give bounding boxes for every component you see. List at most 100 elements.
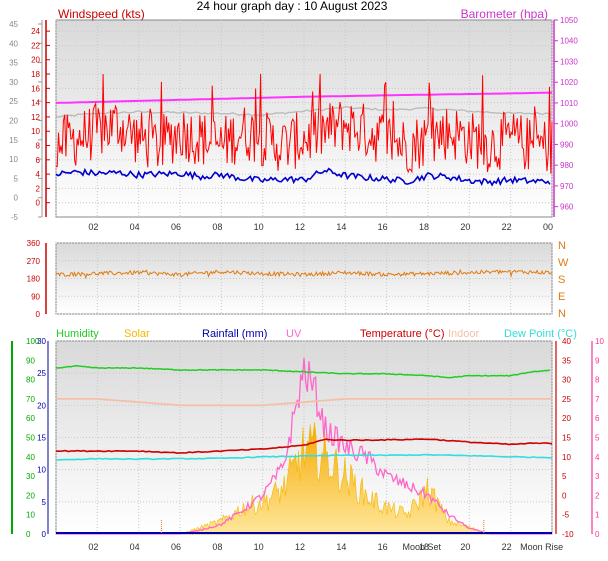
uv-tick-label: 7 (595, 395, 600, 404)
humidity-tick-label: 80 (26, 376, 35, 385)
x-tick-label: 20 (460, 222, 470, 232)
temp-panel-legend: Humidity Solar Rainfall (mm) UV Temperature … (56, 328, 577, 340)
x-tick-label: 22 (502, 222, 512, 232)
outer-tick-label: 10 (9, 155, 18, 164)
humidity-tick-label: 30 (26, 472, 35, 481)
temperature-line (55, 438, 553, 455)
x-tick-label: 06 (171, 222, 181, 232)
temp-tick-label: 35 (562, 356, 571, 365)
rain-tick-label: 0 (42, 530, 47, 539)
inner-tick-label: 14 (31, 99, 40, 108)
uv-tick-label: 10 (595, 337, 604, 346)
x-tick-label: 04 (130, 542, 140, 552)
windspeed-line (56, 73, 553, 174)
baro-tick-label: 1000 (560, 120, 578, 129)
inner-tick-label: 22 (31, 41, 40, 50)
humidity-tick-label: 100 (26, 337, 40, 346)
wind-panel-series (55, 73, 553, 187)
legend-label: Humidity (56, 328, 99, 340)
inner-tick-label: 12 (31, 113, 40, 122)
baro-tick-label: 1050 (560, 16, 578, 25)
uv-tick-label: 9 (595, 356, 600, 365)
temp-tick-label: 15 (562, 434, 571, 443)
direction-tick-label: 270 (27, 257, 41, 266)
direction-tick-label: 90 (31, 292, 40, 301)
temp-tick-label: 5 (562, 472, 567, 481)
wind-x-axis: 02 04 06 08 10 12 14 16 18 20 22 00 (88, 222, 553, 232)
x-tick-label: 10 (254, 222, 264, 232)
x-tick-label: 02 (88, 542, 98, 552)
humidity-tick-label: 50 (26, 434, 35, 443)
temp-panel-series (55, 357, 553, 535)
wind-direction-line (55, 268, 553, 280)
inner-tick-label: 24 (31, 27, 40, 36)
x-tick-label: 12 (295, 222, 305, 232)
temp-tick-label: -10 (562, 530, 574, 539)
moon-rise-label: Moon Rise (520, 542, 563, 552)
uv-tick-label: 3 (595, 472, 600, 481)
inner-tick-label: 8 (36, 142, 41, 151)
compass-tick-label: N (558, 240, 566, 252)
gust-line (55, 105, 553, 118)
baro-tick-label: 1030 (560, 57, 578, 66)
humidity-tick-label: 10 (26, 511, 35, 520)
legend-label: Rainfall (mm) (202, 328, 267, 340)
direction-left-axis: 0 90 180 270 360 (27, 239, 47, 319)
x-tick-label: 22 (502, 542, 512, 552)
outer-tick-label: 15 (9, 136, 18, 145)
uv-tick-label: 6 (595, 414, 600, 423)
dewpoint-line (55, 453, 553, 461)
outer-tick-label: 20 (9, 117, 18, 126)
baro-tick-label: 970 (560, 182, 574, 191)
x-tick-label: 16 (378, 222, 388, 232)
humidity-tick-label: 0 (26, 530, 31, 539)
rain-tick-label: 20 (37, 401, 46, 410)
x-tick-label: 08 (212, 222, 222, 232)
inner-tick-label: 20 (31, 56, 40, 65)
direction-tick-label: 360 (27, 239, 41, 248)
inner-tick-label: 4 (36, 170, 41, 179)
wind-panel-background (55, 19, 553, 218)
temp-tick-label: 10 (562, 453, 571, 462)
outer-tick-label: 30 (9, 78, 18, 87)
barometer-right-axis: 960 970 980 990 1000 1010 1020 1030 1040 1050 (553, 16, 578, 217)
temp-tick-label: -5 (562, 511, 570, 520)
legend-label: Indoor (448, 328, 480, 340)
uv-tick-label: 1 (595, 511, 600, 520)
uv-tick-label: 8 (595, 376, 600, 385)
rain-tick-label: 30 (37, 337, 46, 346)
x-tick-label: 16 (378, 542, 388, 552)
inner-tick-label: 6 (36, 156, 41, 165)
inner-tick-label: 18 (31, 70, 40, 79)
temp-panel-axes: 0102030405060708090100051015202530-10-50… (11, 337, 604, 539)
barometer-line (55, 91, 553, 104)
x-tick-label: 18 (419, 222, 429, 232)
barometer-axis-label: Barometer (hpa) (461, 7, 548, 21)
inner-tick-label: 10 (31, 127, 40, 136)
compass-tick-label: W (558, 257, 569, 269)
humidity-line (55, 364, 551, 379)
baro-tick-label: 960 (560, 203, 574, 212)
direction-tick-label: 180 (27, 275, 41, 284)
temp-tick-label: 20 (562, 414, 571, 423)
wind-left-axis: -505101520253035404502468101214161820222… (9, 20, 50, 222)
rain-tick-label: 25 (37, 369, 46, 378)
x-tick-label: 10 (254, 542, 264, 552)
baro-tick-label: 1040 (560, 37, 578, 46)
x-tick-label: 14 (336, 542, 346, 552)
rain-tick-label: 15 (37, 434, 46, 443)
legend-label: Temperature (°C) (360, 328, 444, 340)
outer-tick-label: 45 (9, 20, 18, 29)
humidity-tick-label: 70 (26, 395, 35, 404)
outer-tick-label: 25 (9, 97, 18, 106)
outer-tick-label: 35 (9, 59, 18, 68)
baro-tick-label: 1010 (560, 99, 578, 108)
outer-tick-label: -5 (11, 213, 19, 222)
rain-tick-label: 5 (42, 498, 47, 507)
x-tick-label: 12 (295, 542, 305, 552)
compass-tick-label: S (558, 274, 565, 286)
uv-tick-label: 4 (595, 453, 600, 462)
baro-tick-label: 990 (560, 140, 574, 149)
